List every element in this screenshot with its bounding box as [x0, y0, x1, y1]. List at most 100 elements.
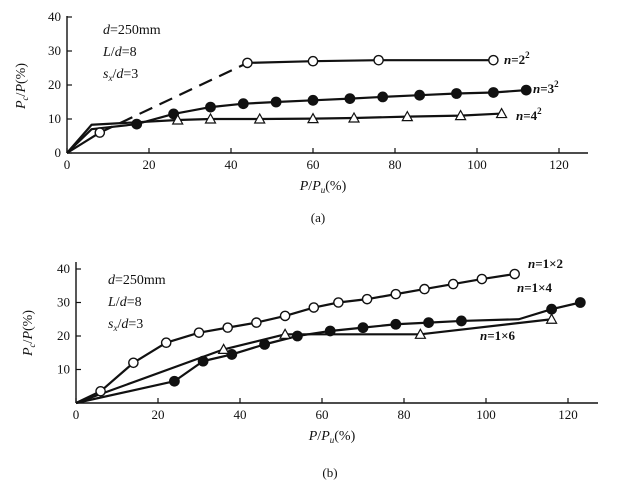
chart-b-series-1-point — [324, 325, 336, 337]
chart-b-x-tick-label: 60 — [316, 407, 329, 422]
chart-b-series-1-point — [390, 318, 402, 330]
chart-a-y-tick-label: 30 — [48, 43, 61, 58]
chart-b-series-1-point — [546, 303, 557, 315]
chart-b-series-0-point — [128, 357, 139, 369]
chart-b-x-tick-label: 120 — [558, 407, 578, 422]
chart-a-y-label: Pc/P(%) — [14, 63, 30, 110]
chart-b-series-0-point — [509, 268, 521, 280]
chart-a-series-1-point — [131, 118, 143, 130]
chart-a-y-ticks: 0 10 20 30 40 — [48, 9, 72, 160]
chart-b-series-2-point — [217, 343, 230, 354]
chart-a-series-0-point — [94, 127, 106, 138]
chart-a-series-2-line — [66, 112, 502, 154]
chart-a-series-2-point — [204, 112, 217, 124]
chart-b-series-0-line — [75, 272, 515, 404]
chart-a-series-1-point — [451, 88, 462, 99]
chart-a-series-0-point — [488, 54, 499, 66]
chart-b-series-2-point — [545, 313, 558, 324]
chart-b-series-0-point — [419, 283, 430, 295]
chart-a-series-1-point — [520, 84, 532, 96]
chart-b-markers — [95, 268, 586, 397]
chart-a-x-tick-label: 80 — [389, 157, 402, 172]
chart-b-axes — [75, 262, 598, 404]
chart-a-series-0-point — [307, 55, 319, 67]
chart-b-y-label: Pc/P(%) — [21, 310, 37, 357]
chart-b-annotation-d: d=250mm — [108, 273, 166, 288]
chart-b-x-tick-label: 80 — [398, 407, 411, 422]
chart-a-series-1-point — [270, 96, 282, 108]
chart-a-series-1-point — [377, 91, 389, 103]
chart-a-series-1-point — [237, 98, 249, 110]
chart-b-series-0-point — [447, 278, 459, 290]
chart-a-x-tick-label: 60 — [307, 157, 320, 172]
chart-a-x-label: P/Pu(%) — [299, 179, 347, 195]
chart-a-series-0-point — [373, 54, 384, 66]
chart-b-caption: (b) — [322, 465, 337, 480]
chart-a-annotation-d: d=250mm — [103, 23, 161, 38]
chart-b-series-1-point — [357, 322, 369, 334]
chart-b-y-tick-label: 40 — [57, 261, 70, 276]
chart-a-markers — [94, 54, 532, 138]
chart-a-series-2-point — [171, 113, 184, 125]
chart-a-series-2-point — [306, 112, 320, 124]
chart-b-series-0-point — [222, 322, 233, 333]
chart-b-series-1-point — [226, 349, 238, 360]
chart-b-series-0-point — [95, 385, 106, 397]
chart-a-y-tick-label: 10 — [48, 111, 61, 126]
chart-b-series-0-point — [279, 310, 291, 322]
chart-b-series-1-point — [197, 355, 209, 367]
chart-a-legend-n2: n=22 — [504, 50, 530, 67]
chart-b-x-ticks: 0 20 40 60 80 100 120 — [73, 398, 578, 422]
chart-b-x-label: P/Pu(%) — [308, 429, 356, 445]
chart-b-series-2-point — [414, 328, 427, 339]
chart-a-caption: (a) — [311, 210, 325, 225]
chart-a-legend-n4: n=42 — [516, 106, 542, 123]
chart-a-x-tick-label: 20 — [143, 157, 156, 172]
chart-b-series-0-point — [193, 327, 205, 338]
chart-a-series-2-point — [253, 112, 266, 124]
chart-b-annotation-sxd: sx/d=3 — [108, 317, 143, 333]
chart-a-series-1-point — [344, 93, 356, 104]
chart-a-y-tick-label: 20 — [48, 77, 61, 92]
chart-a-x-tick-label: 40 — [225, 157, 238, 172]
chart-b-series-1-point — [292, 330, 303, 342]
chart-a-annotation-sxd: sx/d=3 — [103, 67, 138, 83]
chart-b-series-0-point — [308, 302, 320, 313]
chart-b-series-1-point — [168, 375, 180, 387]
chart-b-series-0-point — [476, 273, 488, 285]
chart-b-y-ticks: 10 20 30 40 — [57, 261, 81, 377]
chart-a-x-tick-label: 0 — [64, 157, 71, 172]
chart-a-series-0-line — [247, 59, 494, 64]
chart-a-annotation-ld: L/d=8 — [102, 45, 137, 60]
chart-a-series-2-point — [454, 109, 467, 121]
chart-a-x-tick-label: 100 — [467, 157, 487, 172]
chart-a-series-1-point — [488, 87, 499, 98]
chart-b-series-0-point — [333, 297, 344, 308]
chart-b-series-2-point — [279, 328, 292, 339]
chart-b-x-tick-label: 40 — [234, 407, 247, 422]
chart-b-legend-n1x2: n=1×2 — [528, 256, 563, 271]
chart-a-x-tick-label: 120 — [549, 157, 569, 172]
chart-b-y-tick-label: 10 — [57, 362, 70, 377]
chart-a-series-0-point — [242, 57, 253, 69]
chart-a-series-0-line — [66, 131, 101, 154]
chart-b-series-1-point — [456, 315, 467, 327]
chart-a-legend-n3: n=32 — [533, 79, 559, 96]
chart-a-series-0-dashed-line — [99, 61, 248, 134]
chart-a-series-2-point — [401, 110, 414, 122]
chart-a-series-1-point — [168, 108, 180, 120]
chart-b-legend-n1x6: n=1×6 — [480, 328, 516, 343]
chart-b-x-tick-label: 0 — [73, 407, 80, 422]
chart-a-y-tick-label: 40 — [48, 9, 61, 24]
chart-b-x-tick-label: 20 — [152, 407, 165, 422]
chart-a-series-1-point — [414, 89, 426, 101]
chart-b-series-1-point — [574, 297, 586, 308]
chart-b-annotation-ld: L/d=8 — [107, 295, 142, 310]
chart-b: 10 20 30 40 0 20 40 60 80 100 120 d=250mm L/d=8 s… — [21, 256, 598, 480]
chart-b-y-tick-label: 30 — [57, 295, 70, 310]
chart-b-series-0-point — [251, 317, 262, 328]
chart-b-series-0-point — [160, 337, 172, 349]
chart-b-series-1-point — [259, 338, 271, 350]
